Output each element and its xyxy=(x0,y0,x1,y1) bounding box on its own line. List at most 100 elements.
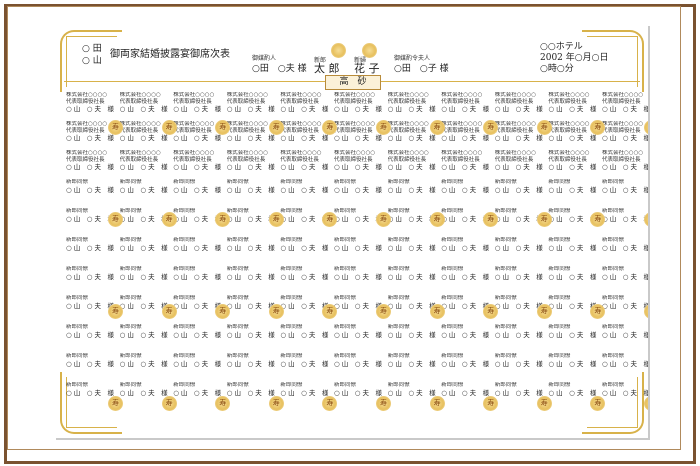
kotobuki-emblem-icon: 寿 xyxy=(483,396,499,411)
bride-name: 花 子 xyxy=(354,62,380,75)
guest-affiliation: 株式会社○○○○ xyxy=(602,121,644,127)
guest-seat: 新郎同僚 ○ 山 ○ 夫 様 xyxy=(173,266,225,295)
guest-seat: 株式会社○○○○ 代表取締役社長 ○ 山 ○ 夫 様 xyxy=(441,92,493,121)
guest-seat: 株式会社○○○○ 代表取締役社長 ○ 山 ○ 夫 様 xyxy=(173,121,225,150)
kotobuki-emblem-icon: 寿 xyxy=(536,120,552,135)
guest-name: ○ 山 ○ 夫 様 xyxy=(119,301,168,310)
guest-affiliation: 代表取締役社長 xyxy=(334,98,373,105)
guest-name: ○ 山 ○ 夫 様 xyxy=(548,301,597,310)
guest-name: ○ 山 ○ 夫 様 xyxy=(66,330,114,339)
guest-affiliation: 新郎同僚 xyxy=(280,179,303,185)
guest-seat: 新郎同僚 ○ 山 ○ 夫 様 xyxy=(280,295,332,324)
guest-name: ○ 山 ○ 夫 様 xyxy=(280,243,329,252)
guest-seat: 新郎同僚 ○ 山 ○ 夫 様 xyxy=(441,266,493,295)
guest-name: ○ 山 ○ 夫 様 xyxy=(119,105,168,113)
guest-affiliation: 株式会社○○○○ xyxy=(441,92,483,98)
guest-name: ○ 山 ○ 夫 様 xyxy=(334,214,382,223)
guest-affiliation: 株式会社○○○○ xyxy=(387,121,429,127)
guest-affiliation: 代表取締役社長 xyxy=(226,156,266,163)
groom-name: 太 郎 xyxy=(314,62,340,75)
guest-affiliation: 新郎同僚 xyxy=(226,324,249,330)
guest-affiliation: 新郎同僚 xyxy=(226,295,249,301)
guest-seat: 株式会社○○○○ 代表取締役社長 ○ 山 ○ 夫 様 xyxy=(227,92,279,121)
guest-name: ○ 山 ○ 夫 様 xyxy=(226,134,275,142)
guest-affiliation: 代表取締役社長 xyxy=(602,98,641,105)
guest-seat: 新郎同僚 ○ 山 ○ 夫 様 xyxy=(495,353,547,382)
guest-name: ○ 山 ○ 夫 様 xyxy=(226,105,275,113)
guest-name: ○ 山 ○ 夫 様 xyxy=(387,388,436,397)
guest-name: ○ 山 ○ 夫 様 xyxy=(226,388,275,397)
guest-affiliation: 新郎同僚 xyxy=(119,353,142,359)
guest-affiliation: 代表取締役社長 xyxy=(66,156,105,163)
guest-affiliation: 株式会社○○○○ xyxy=(387,92,429,98)
venue: ○○ホテル xyxy=(540,42,583,52)
guest-name: ○ 山 ○ 夫 様 xyxy=(226,163,275,171)
kotobuki-emblem-icon: 寿 xyxy=(376,304,391,319)
guest-affiliation: 代表取締役社長 xyxy=(280,98,319,105)
guest-seat: 新郎同僚 ○ 山 ○ 夫 様 xyxy=(120,353,172,382)
guest-affiliation: 新郎同僚 xyxy=(173,179,196,185)
guest-affiliation: 新郎同僚 xyxy=(387,353,410,359)
kotobuki-emblem-icon: 寿 xyxy=(429,120,445,135)
kotobuki-emblem-icon: 寿 xyxy=(215,396,231,411)
guest-name: ○ 山 ○ 夫 様 xyxy=(280,359,329,368)
guest-affiliation: 新郎同僚 xyxy=(66,353,89,359)
guest-affiliation: 新郎同僚 xyxy=(173,295,196,301)
guest-name: ○ 山 ○ 夫 様 xyxy=(441,243,490,252)
guest-name: ○ 山 ○ 夫 様 xyxy=(494,272,543,281)
guest-affiliation: 新郎同僚 xyxy=(548,208,571,214)
kotobuki-emblem-icon: 寿 xyxy=(644,396,648,411)
guest-affiliation: 代表取締役社長 xyxy=(280,127,319,134)
guest-seat: 新郎同僚 ○ 山 ○ 夫 様 xyxy=(548,208,600,237)
guest-name: ○ 山 ○ 夫 様 xyxy=(226,301,275,310)
guest-seat: 株式会社○○○○ 代表取締役社長 ○ 山 ○ 夫 様 xyxy=(334,92,386,121)
guest-seat: 新郎同僚 ○ 山 ○ 夫 様 xyxy=(548,324,600,353)
guest-name: ○ 山 ○ 夫 様 xyxy=(494,359,543,368)
guest-name: ○ 山 ○ 夫 様 xyxy=(280,330,329,339)
guest-seat: 新郎同僚 ○ 山 ○ 夫 様 xyxy=(548,353,600,382)
guest-name: ○ 山 ○ 夫 様 xyxy=(119,330,168,339)
guest-affiliation: 新郎同僚 xyxy=(280,353,303,359)
host-name-2: ○ 山 xyxy=(82,56,102,66)
kotobuki-emblem-icon: 寿 xyxy=(215,120,231,135)
guest-seat: 株式会社○○○○ 代表取締役社長 ○ 山 ○ 夫 様 xyxy=(548,92,600,121)
guest-seat: 新郎同僚 ○ 山 ○ 夫 様 xyxy=(173,237,225,266)
guest-name: ○ 山 ○ 夫 様 xyxy=(334,185,382,194)
guest-name: ○ 山 ○ 夫 様 xyxy=(387,272,436,281)
guest-affiliation: 代表取締役社長 xyxy=(602,156,641,163)
guest-seat: 新郎同僚 ○ 山 ○ 夫 様 xyxy=(280,382,332,411)
guest-name: ○ 山 ○ 夫 様 xyxy=(173,243,222,252)
guest-name: ○ 山 ○ 夫 様 xyxy=(226,272,275,281)
guest-affiliation: 代表取締役社長 xyxy=(173,127,212,134)
guest-name: ○ 山 ○ 夫 様 xyxy=(280,272,329,281)
guest-seat: 新郎同僚 ○ 山 ○ 夫 様 xyxy=(388,208,440,237)
guest-name: ○ 山 ○ 夫 様 xyxy=(548,105,597,113)
kotobuki-emblem-icon: 寿 xyxy=(644,120,648,135)
guest-table-column: 株式会社○○○○ 代表取締役社長 ○ 山 ○ 夫 様株式会社○○○○ 代表取締役社長 ○… xyxy=(441,92,493,411)
guest-seat: 株式会社○○○○ 代表取締役社長 ○ 山 ○ 夫 様 xyxy=(173,150,225,179)
guest-name: ○ 山 ○ 夫 様 xyxy=(226,359,275,368)
guest-seat: 新郎同僚 ○ 山 ○ 夫 様 xyxy=(441,295,493,324)
guest-affiliation: 代表取締役社長 xyxy=(387,127,427,134)
kotobuki-emblem-icon: 寿 xyxy=(536,304,552,319)
guest-seat: 新郎同僚 ○ 山 ○ 夫 様 xyxy=(227,237,279,266)
guest-affiliation: 新郎同僚 xyxy=(494,237,517,243)
guest-seat: 株式会社○○○○ 代表取締役社長 ○ 山 ○ 夫 様 xyxy=(66,121,118,150)
guest-seat: 新郎同僚 ○ 山 ○ 夫 様 xyxy=(388,382,440,411)
guest-name: ○ 山 ○ 夫 様 xyxy=(334,359,382,368)
guest-seat: 新郎同僚 ○ 山 ○ 夫 様 xyxy=(173,208,225,237)
guest-affiliation: 新郎同僚 xyxy=(119,179,142,185)
guest-name: ○ 山 ○ 夫 様 xyxy=(602,134,650,142)
guest-affiliation: 新郎同僚 xyxy=(226,266,249,272)
guest-affiliation: 新郎同僚 xyxy=(602,382,625,388)
guest-name: ○ 山 ○ 夫 様 xyxy=(280,301,329,310)
guest-seat: 新郎同僚 ○ 山 ○ 夫 様 xyxy=(495,266,547,295)
guest-name: ○ 山 ○ 夫 様 xyxy=(548,185,597,194)
guest-affiliation: 新郎同僚 xyxy=(334,208,357,214)
guest-seat: 新郎同僚 ○ 山 ○ 夫 様 xyxy=(120,237,172,266)
guest-name: ○ 山 ○ 夫 様 xyxy=(66,105,114,113)
guest-seat: 新郎同僚 ○ 山 ○ 夫 様 xyxy=(602,324,648,353)
guest-name: ○ 山 ○ 夫 様 xyxy=(602,359,650,368)
guest-affiliation: 株式会社○○○○ xyxy=(226,121,268,127)
guest-name: ○ 山 ○ 夫 様 xyxy=(441,105,490,113)
